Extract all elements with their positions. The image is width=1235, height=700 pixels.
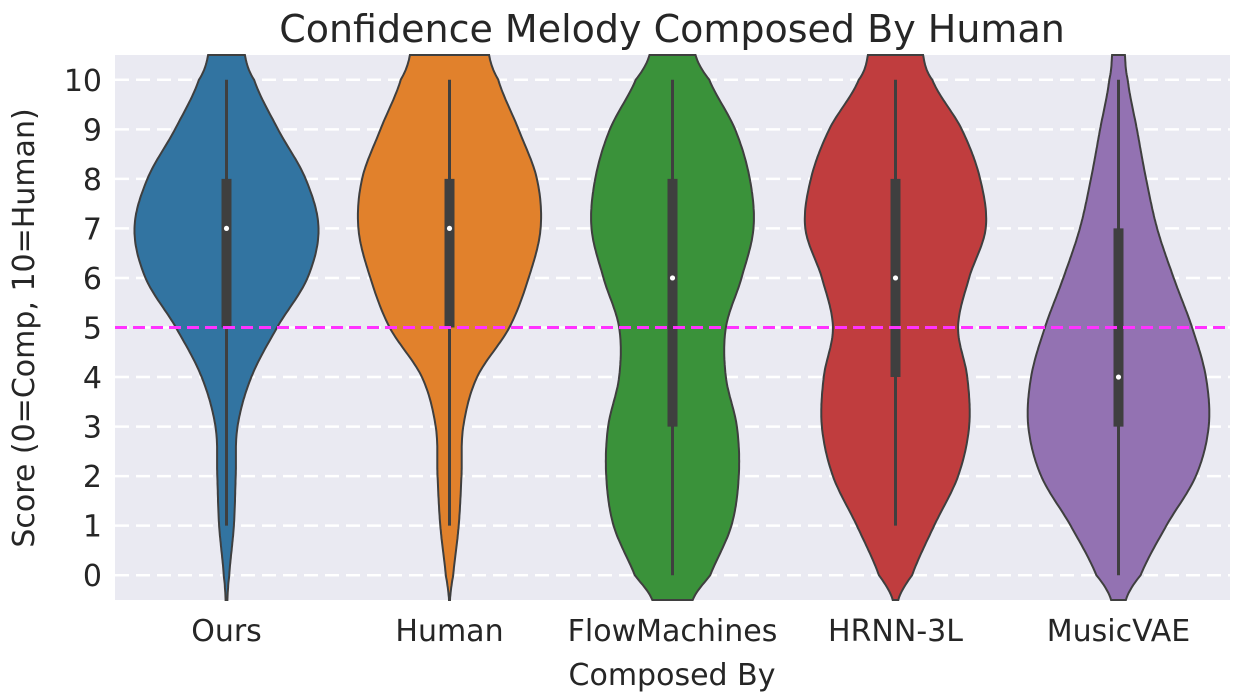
y-tick-label: 10 [64,64,102,99]
median-point [223,225,230,232]
x-tick-label: Human [395,614,503,649]
violin-musicvae [1026,54,1211,601]
x-tick-label: HRNN-3L [828,614,963,649]
median-point [446,225,453,232]
y-axis-label: Score (0=Comp, 10=Human) [7,108,42,547]
x-axis-label: Composed By [569,658,776,693]
y-tick-labels: 0 1 2 3 4 5 6 7 8 9 10 [64,64,102,594]
x-tick-labels: Ours Human FlowMachines HRNN-3L MusicVAE [191,614,1190,649]
y-tick-label: 1 [83,510,102,545]
y-tick-label: 3 [83,411,102,446]
violin-flowmachines [590,54,755,601]
x-tick-label: MusicVAE [1047,614,1190,649]
median-point [1115,374,1122,380]
y-tick-label: 9 [83,113,102,148]
chart-title: Confidence Melody Composed By Human [279,7,1065,51]
violins [133,54,1211,601]
x-tick-label: Ours [191,614,262,649]
y-tick-label: 7 [83,212,102,247]
median-point [892,275,899,281]
y-tick-label: 5 [83,312,102,347]
y-tick-label: 4 [83,361,102,396]
x-tick-label: FlowMachines [568,614,778,649]
y-tick-label: 2 [83,460,102,495]
median-point [669,275,676,281]
y-tick-label: 6 [83,262,102,297]
y-tick-label: 0 [83,559,102,594]
y-tick-label: 8 [83,163,102,198]
